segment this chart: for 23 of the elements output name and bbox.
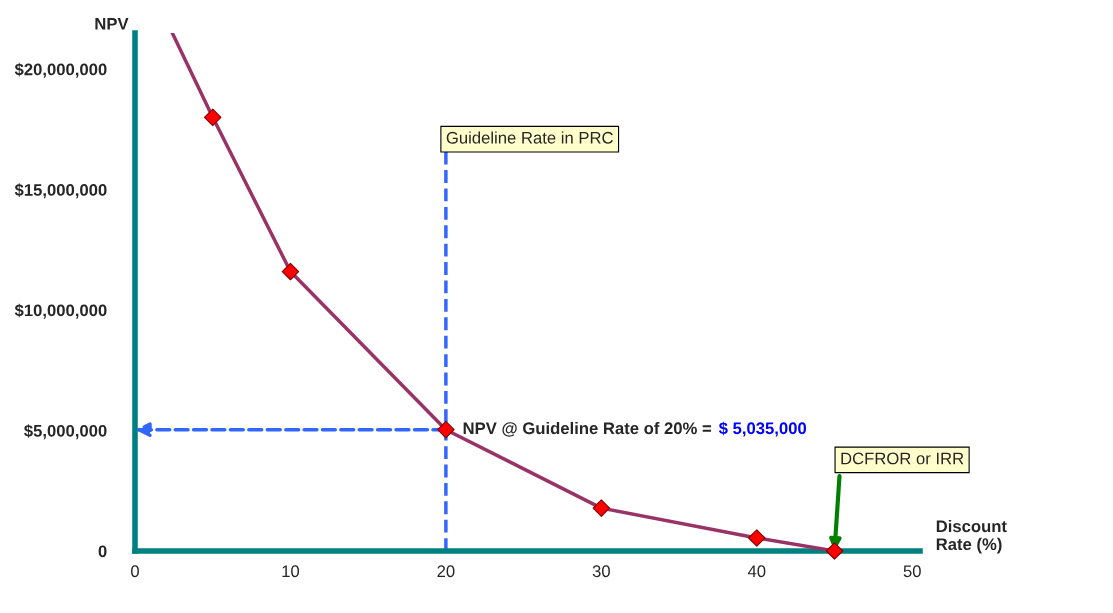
y-tick-label: $10,000,000 xyxy=(14,303,107,319)
point xyxy=(203,108,222,127)
annotation: NPV @ Guideline Rate of 20% = xyxy=(463,421,712,437)
annotation: $ 5,035,000 xyxy=(718,421,807,437)
y-tick-label: 0 xyxy=(98,545,107,558)
x-tick-label: 30 xyxy=(592,565,610,578)
x-tick-label: 20 xyxy=(437,565,455,578)
x-tick-label: 50 xyxy=(903,565,921,578)
y-axis-title: NPV xyxy=(95,18,129,30)
x-tick-label: 0 xyxy=(131,565,139,578)
y-tick-label: $20,000,000 xyxy=(14,62,107,78)
x-axis-title: Discount Rate (%) xyxy=(936,519,1007,554)
ref-line-label: Guideline Rate in PRC xyxy=(446,131,613,144)
point xyxy=(825,542,844,560)
point xyxy=(437,420,455,439)
y-tick-label: $15,000,000 xyxy=(14,183,107,199)
point xyxy=(281,262,300,281)
y-tick-label: $5,000,000 xyxy=(24,424,107,440)
x-tick-label: 40 xyxy=(747,565,766,578)
point xyxy=(592,499,611,517)
point xyxy=(748,529,766,547)
x-tick-label: 10 xyxy=(282,565,300,578)
annotation: DCFROR or IRR xyxy=(841,452,964,465)
